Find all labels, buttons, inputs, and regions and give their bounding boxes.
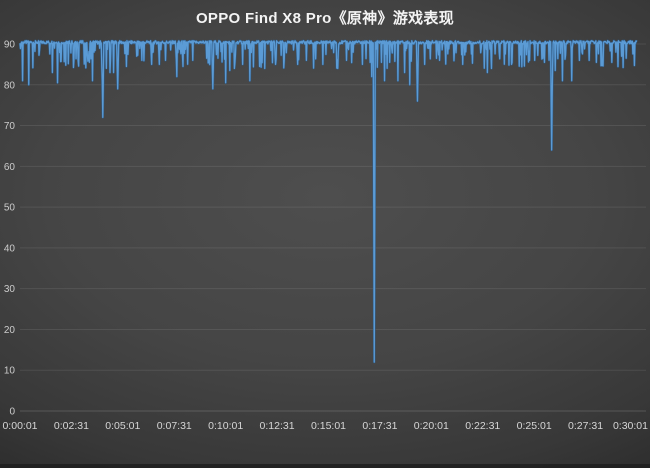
x-axis-tick-label: 0:07:31 [157, 420, 192, 432]
y-axis-tick-label: 0 [9, 407, 15, 418]
y-axis-tick-label: 40 [4, 243, 16, 254]
x-axis-tick-label: 0:25:01 [517, 420, 552, 432]
x-axis-tick-label: 0:15:01 [311, 420, 346, 432]
x-axis-tick-label: 0:22:31 [465, 420, 500, 432]
x-axis-tick-label: 0:02:31 [54, 420, 89, 432]
x-axis-tick-label: 0:05:01 [105, 420, 140, 432]
y-axis-tick-label: 20 [4, 325, 16, 336]
y-axis-labels: 0 10 20 30 40 50 60 70 80 90 [4, 40, 16, 418]
x-axis-tick-label: 0:12:31 [260, 420, 295, 432]
fps-line [19, 40, 638, 363]
bottom-edge-strip [0, 464, 650, 468]
x-axis-tick-label: 0:00:01 [2, 420, 37, 432]
y-axis-tick-label: 60 [4, 162, 16, 173]
x-axis-tick-label: 0:30:01 [613, 420, 648, 432]
x-axis-tick-label: 0:10:01 [208, 420, 243, 432]
fps-series-line [18, 39, 638, 364]
y-axis-tick-label: 70 [4, 121, 16, 132]
y-axis-tick-label: 90 [4, 40, 16, 51]
fps-line-edge [18, 39, 638, 364]
y-axis-tick-label: 10 [4, 366, 16, 377]
x-axis-labels: 0:00:01 0:02:31 0:05:01 0:07:31 0:10:01 0:12:… [2, 420, 648, 432]
chart-title: OPPO Find X8 Pro《原神》游戏表现 [195, 10, 455, 27]
x-axis-tick-label: 0:20:01 [414, 420, 449, 432]
x-axis-tick-label: 0:27:31 [568, 420, 603, 432]
x-axis-tick-label: 0:17:31 [362, 420, 397, 432]
y-axis-tick-label: 50 [4, 203, 16, 214]
y-axis-tick-label: 80 [4, 80, 16, 91]
y-axis-tick-label: 30 [4, 284, 16, 295]
